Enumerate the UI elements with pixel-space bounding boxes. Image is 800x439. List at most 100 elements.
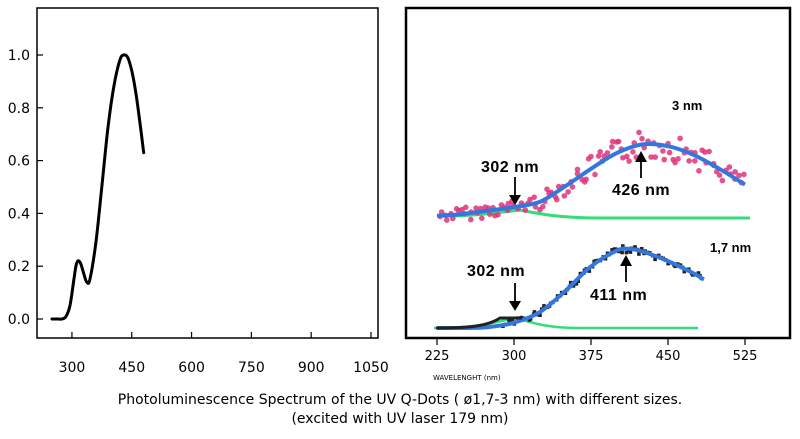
right-x-tick-label: 225 [425, 349, 450, 364]
upper-scatter-point [604, 150, 611, 156]
upper-scatter-point [450, 215, 456, 222]
size-label-3nm: 3 nm [672, 98, 702, 113]
left-x-tick-label: 450 [118, 360, 145, 376]
lower-scatter-point [508, 319, 513, 324]
lower-scatter-point [624, 250, 629, 255]
lower-scatter-point [568, 280, 573, 285]
upper-scatter-point [672, 159, 678, 166]
upper-scatter-point [660, 148, 666, 154]
upper-scatter-point [574, 166, 581, 173]
upper-scatter-point [588, 153, 594, 160]
left-series-line [50, 53, 146, 321]
arrow-411 [620, 255, 632, 282]
upper-scatter-point [677, 135, 683, 142]
lower-scatter-point [610, 248, 614, 252]
lower-scatter-point [620, 250, 624, 255]
upper-scatter-point [583, 176, 589, 183]
upper-scatter-point [565, 189, 571, 195]
upper-scatter-point [736, 172, 742, 179]
upper-scatter-point [675, 156, 681, 162]
size-label-1-7nm: 1,7 nm [710, 240, 751, 255]
upper-scatter-point [630, 149, 636, 155]
upper-scatter-point [615, 138, 622, 145]
upper-scatter-point [595, 153, 602, 159]
upper-scatter-point [444, 217, 450, 223]
lower-scatter-point [510, 317, 515, 322]
upper-scatter [437, 129, 747, 223]
upper-scatter-point [569, 184, 576, 190]
peak-label-411: 411 nm [590, 287, 647, 304]
upper-scatter-point [648, 154, 654, 160]
caption-line-1: Photoluminescence Spectrum of the UV Q-D… [117, 392, 683, 408]
right-chart: 3 nm 302 nm 426 nm 1,7 nm 302 nm 411 nm … [404, 6, 792, 382]
upper-scatter-point [554, 196, 560, 203]
upper-scatter-point [716, 172, 723, 178]
left-y-tick-label: 0.0 [8, 312, 30, 328]
lower-fit-curve [436, 246, 705, 331]
upper-scatter-point [561, 193, 568, 199]
upper-scatter-point [686, 158, 692, 164]
upper-scatter-point [726, 164, 733, 170]
right-x-tick-label: 300 [502, 349, 527, 364]
upper-scatter-point [702, 149, 708, 155]
upper-scatter-point [706, 148, 712, 155]
upper-scatter-point [732, 169, 738, 175]
peak-label-302-upper: 302 nm [481, 159, 539, 176]
upper-scatter-point [495, 212, 501, 218]
left-y-tick-label: 0.4 [8, 206, 30, 222]
upper-scatter-point [468, 216, 474, 223]
lower-scatter-point [637, 252, 641, 256]
lower-scatter-point [592, 259, 596, 264]
left-x-tick-label: 750 [238, 360, 265, 376]
left-x-tick-label: 900 [298, 360, 325, 376]
arrow-302-lower [509, 283, 521, 311]
upper-scatter-point [692, 158, 698, 164]
right-x-tick-label: 525 [733, 349, 758, 364]
lower-scatter-point [576, 279, 580, 283]
peak-label-302-lower: 302 nm [467, 263, 525, 280]
lower-scatter-point [542, 304, 546, 308]
upper-scatter-point [527, 196, 533, 203]
arrow-302-upper [509, 177, 521, 205]
lower-scatter-point [696, 271, 701, 275]
upper-scatter-point [666, 149, 673, 156]
lower-scatter-point [538, 313, 542, 317]
upper-scatter-point [487, 211, 493, 217]
peak-label-426: 426 nm [612, 182, 670, 199]
upper-scatter-point [741, 171, 747, 178]
upper-scatter-point [438, 209, 445, 215]
right-x-tick-label: 450 [656, 349, 681, 364]
upper-scatter-point [463, 204, 469, 211]
upper-scatter-point [522, 207, 529, 213]
upper-scatter-point [473, 205, 479, 211]
lower-scatter-point [574, 282, 579, 286]
upper-scatter-point [652, 154, 658, 160]
right-x-tick-label: 375 [579, 349, 604, 364]
left-x-tick-label: 300 [59, 360, 86, 376]
right-plot-frame [404, 6, 792, 340]
upper-scatter-point [626, 158, 632, 164]
upper-fit-curve [436, 141, 747, 218]
upper-scatter-point [696, 168, 702, 174]
upper-scatter-point [479, 215, 485, 221]
upper-scatter-point [531, 194, 537, 200]
upper-scatter-point [636, 129, 642, 136]
lower-scatter-point [532, 310, 537, 314]
left-y-tick-label: 0.2 [8, 259, 30, 275]
left-y-tick-label: 1.0 [8, 48, 30, 64]
lower-dark-shoulder [435, 316, 522, 330]
right-x-axis-label: WAVELENGHT (nm) [433, 374, 501, 382]
lower-scatter-point [653, 257, 657, 262]
upper-scatter-point [540, 203, 546, 210]
left-y-tick-label: 0.8 [8, 101, 30, 117]
lower-scatter-point [639, 247, 644, 251]
upper-scatter-point [719, 177, 726, 184]
lower-scatter-point [633, 245, 637, 249]
caption-line-2: (excited with UV laser 179 nm) [291, 411, 509, 427]
upper-scatter-point [639, 135, 645, 142]
lower-scatter-point [666, 261, 670, 266]
upper-scatter-point [597, 149, 603, 155]
lower-scatter-point [587, 269, 592, 273]
left-x-tick-label: 1050 [353, 360, 389, 376]
